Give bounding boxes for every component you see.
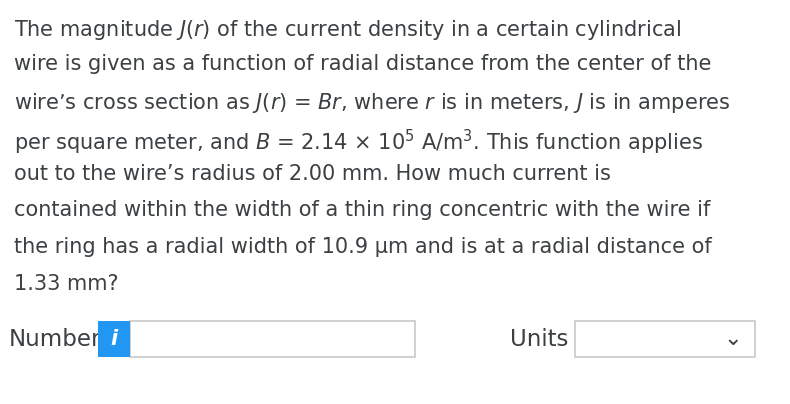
- Text: The magnitude $J$($r$) of the current density in a certain cylindrical: The magnitude $J$($r$) of the current de…: [14, 18, 681, 42]
- Text: out to the wire’s radius of 2.00 mm. How much current is: out to the wire’s radius of 2.00 mm. How…: [14, 164, 611, 184]
- Text: Units: Units: [510, 328, 568, 351]
- Text: contained within the width of a thin ring concentric with the wire if: contained within the width of a thin rin…: [14, 200, 710, 221]
- Text: Number: Number: [9, 328, 101, 351]
- FancyBboxPatch shape: [130, 321, 415, 357]
- Text: the ring has a radial width of 10.9 μm and is at a radial distance of: the ring has a radial width of 10.9 μm a…: [14, 237, 712, 257]
- Text: ⌄: ⌄: [724, 329, 743, 349]
- Text: i: i: [111, 329, 118, 349]
- Text: per square meter, and $B$ = 2.14 × 10$^5$ A/m$^3$. This function applies: per square meter, and $B$ = 2.14 × 10$^5…: [14, 128, 703, 157]
- Text: wire is given as a function of radial distance from the center of the: wire is given as a function of radial di…: [14, 55, 711, 74]
- FancyBboxPatch shape: [98, 321, 130, 357]
- FancyBboxPatch shape: [575, 321, 755, 357]
- Text: wire’s cross section as $J$($r$) = $Br$, where $r$ is in meters, $J$ is in amper: wire’s cross section as $J$($r$) = $Br$,…: [14, 91, 731, 115]
- Text: 1.33 mm?: 1.33 mm?: [14, 274, 118, 293]
